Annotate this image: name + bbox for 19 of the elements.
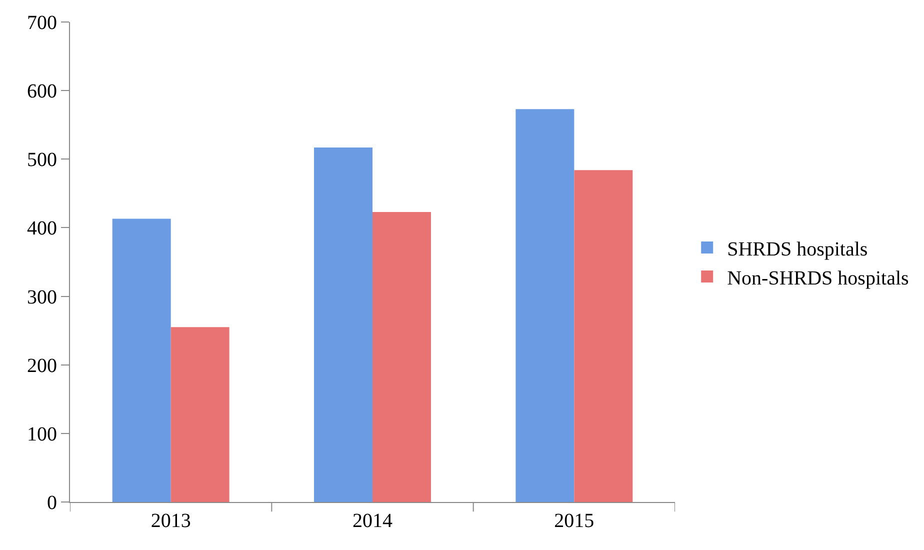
y-tick-label: 400 <box>27 218 57 240</box>
bar <box>574 170 633 502</box>
bar <box>516 109 574 502</box>
legend-label: SHRDS hospitals <box>727 238 868 260</box>
y-tick-label: 100 <box>27 423 57 446</box>
x-tick-label: 2013 <box>150 510 191 532</box>
y-tick-label: 600 <box>27 80 57 103</box>
x-tick-label: 2014 <box>352 510 392 532</box>
y-tick-label: 700 <box>27 12 57 34</box>
y-tick-label: 200 <box>27 354 57 377</box>
bar <box>112 218 171 502</box>
bar <box>170 327 230 502</box>
y-tick-label: 500 <box>27 149 57 172</box>
legend-label: Non-SHRDS hospitals <box>727 267 910 290</box>
bar <box>372 212 431 502</box>
bar <box>314 147 372 502</box>
x-tick-label: 2015 <box>554 510 594 532</box>
y-tick-label: 0 <box>47 492 57 514</box>
y-tick-label: 300 <box>27 286 57 308</box>
